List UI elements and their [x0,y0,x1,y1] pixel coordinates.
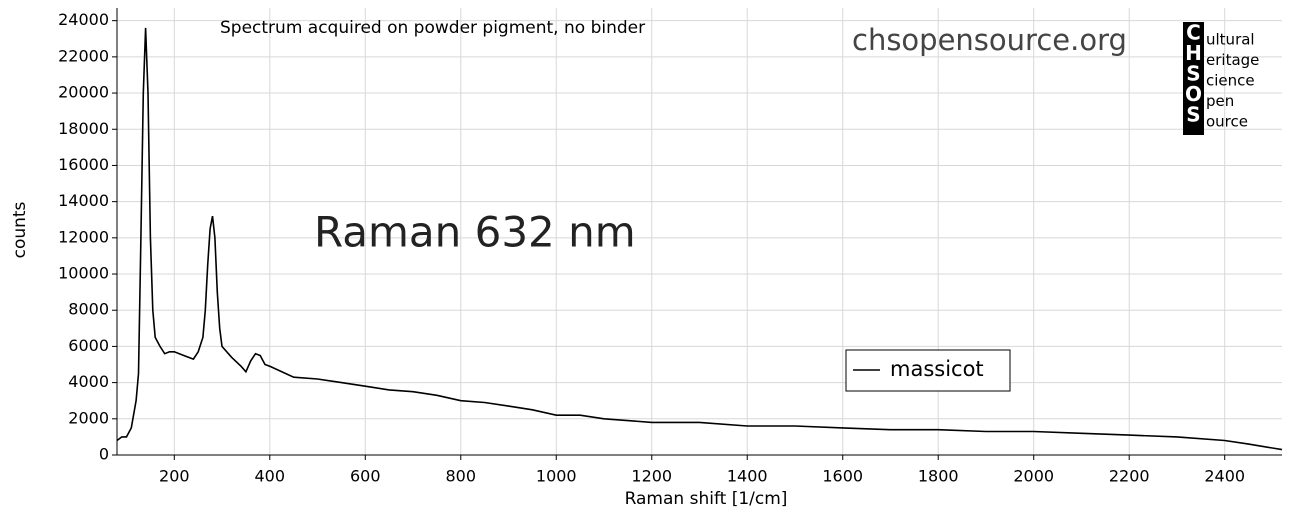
y-tick-label: 16000 [58,155,109,174]
y-tick-label: 6000 [68,336,109,355]
y-tick-label: 20000 [58,83,109,102]
y-tick-label: 10000 [58,264,109,283]
x-axis-label: Raman shift [1/cm] [625,489,788,509]
y-tick-label: 24000 [58,10,109,29]
logo-letter: S [1186,62,1200,86]
chart-title: Raman 632 nm [314,208,636,257]
logo-letter: O [1185,82,1202,106]
legend-label: massicot [890,357,984,381]
x-tick-label: 2200 [1109,467,1150,486]
logo-word: ource [1206,113,1248,131]
grid [117,8,1282,456]
x-tick-label: 2400 [1204,467,1245,486]
y-tick-label: 14000 [58,191,109,210]
x-tick-label: 800 [445,467,476,486]
x-tick-label: 1000 [536,467,577,486]
x-tick-label: 1400 [727,467,768,486]
logo-word: eritage [1206,51,1259,69]
y-tick-label: 2000 [68,408,109,427]
series-line [116,27,1283,451]
logo-letter: C [1186,21,1201,45]
y-tick-label: 8000 [68,300,109,319]
watermark: chsopensource.org [852,23,1127,57]
x-tick-label: 200 [159,467,190,486]
logo-word: cience [1206,72,1255,90]
y-axis-label: counts [10,201,30,258]
y-tick-label: 22000 [58,46,109,65]
x-tick-label: 1600 [822,467,863,486]
logo-word: pen [1206,92,1234,110]
annotation: Spectrum acquired on powder pigment, no … [220,18,645,38]
y-tick-label: 18000 [58,119,109,138]
logo-word: ultural [1206,31,1255,49]
x-tick-label: 1800 [918,467,959,486]
y-tick-label: 12000 [58,227,109,246]
x-tick-label: 1200 [631,467,672,486]
logo-letter: S [1186,103,1200,127]
plot-area [117,8,1282,455]
y-tick-label: 4000 [68,372,109,391]
logo-bar [1183,22,1204,135]
x-tick-label: 400 [255,467,286,486]
y-tick-label: 0 [99,445,109,464]
logo-letter: H [1185,41,1202,65]
x-tick-label: 600 [350,467,381,486]
plot [116,27,1283,451]
x-tick-label: 2000 [1013,467,1054,486]
